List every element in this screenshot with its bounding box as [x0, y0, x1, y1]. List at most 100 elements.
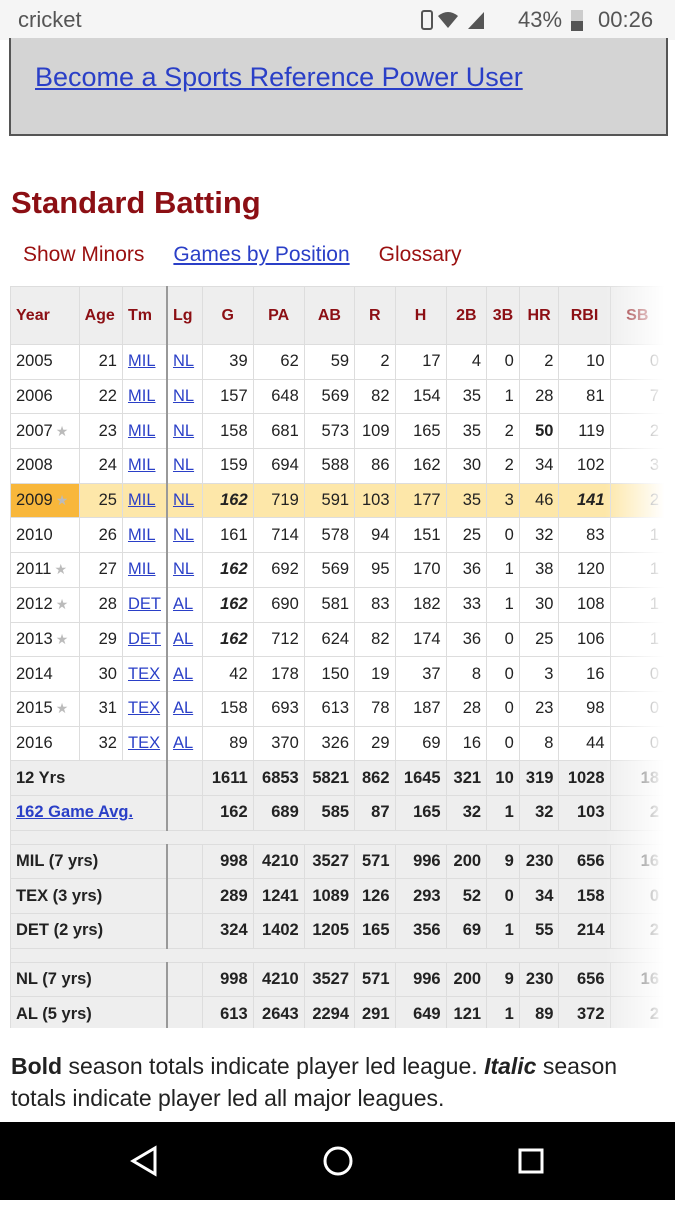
cell-link[interactable]: MIL: [127, 387, 156, 406]
column-header[interactable]: AB: [303, 286, 356, 345]
cell: 16: [445, 725, 488, 762]
cell: 26: [78, 517, 123, 554]
cell: 8: [518, 725, 560, 762]
column-header[interactable]: R: [354, 286, 396, 345]
star-icon: ★: [55, 422, 69, 439]
cell-link[interactable]: DET: [127, 595, 161, 614]
column-header[interactable]: 2B: [445, 286, 488, 345]
cell-text: 158: [220, 699, 248, 718]
section-link[interactable]: Show Minors: [23, 243, 145, 266]
cell-link[interactable]: AL: [172, 699, 194, 718]
cell-text: 0: [504, 699, 514, 718]
cell-text: 32: [98, 733, 117, 752]
cell: 28: [445, 690, 488, 727]
cell-link[interactable]: NL: [172, 387, 195, 406]
cell: 86: [354, 448, 396, 484]
cell-text: 162: [220, 595, 248, 614]
cell-text: 35: [462, 387, 482, 406]
cell-text: 10: [586, 352, 605, 371]
column-header[interactable]: Age: [78, 286, 123, 345]
cell-link[interactable]: NL: [172, 421, 195, 440]
cell-text: 94: [371, 525, 390, 544]
cell-text: 3: [504, 491, 514, 510]
column-header[interactable]: PA: [252, 286, 305, 345]
cell: 174: [394, 621, 447, 658]
cell: 177: [394, 482, 447, 519]
cell-link[interactable]: MIL: [127, 560, 156, 579]
carrier: cricket: [18, 7, 82, 32]
cell-text: 624: [321, 629, 350, 648]
cell: 89: [201, 725, 254, 762]
summary-label[interactable]: 162 Game Avg.: [16, 803, 134, 822]
cell: 121: [445, 996, 488, 1028]
power-user-link[interactable]: Become a Sports Reference Power User: [35, 62, 523, 92]
column-header[interactable]: H: [394, 286, 447, 345]
cell: 37: [394, 656, 447, 692]
batting-table: YearAgeTmLgGPAABRH2B3BHRRBISB200521MILNL…: [10, 286, 665, 1028]
cell-link[interactable]: TEX: [127, 733, 161, 752]
column-header[interactable]: Tm: [121, 286, 168, 345]
cell: 25: [78, 482, 123, 519]
column-header[interactable]: HR: [518, 286, 560, 345]
cell-text: 30: [462, 456, 482, 475]
cell: 4: [445, 344, 488, 380]
summary-label: 12 Yrs: [16, 768, 66, 787]
column-header[interactable]: 3B: [486, 286, 520, 345]
cell-link[interactable]: AL: [172, 733, 194, 752]
cell-text: 69: [422, 733, 441, 752]
cell: TEX: [121, 690, 168, 727]
cell-link[interactable]: DET: [127, 629, 161, 648]
cell-text: 28: [98, 595, 117, 614]
recents-button[interactable]: [518, 1148, 544, 1174]
cell: 31: [78, 690, 123, 727]
cell-text: 719: [271, 491, 299, 510]
section-link[interactable]: Glossary: [378, 243, 462, 266]
cell: 2016: [10, 725, 80, 762]
star-icon: ★: [55, 630, 69, 647]
cell: 3: [486, 482, 520, 519]
cell: 38: [518, 552, 560, 588]
cell: 8: [445, 656, 488, 692]
cell-link[interactable]: TEX: [127, 664, 161, 683]
cell-text: 102: [577, 456, 605, 475]
column-header[interactable]: Lg: [165, 286, 203, 345]
cell-link[interactable]: NL: [172, 560, 195, 579]
cell: 0: [486, 656, 520, 692]
cell: 996: [394, 961, 447, 998]
cell-link[interactable]: TEX: [127, 699, 161, 718]
cell: 83: [558, 517, 611, 554]
back-button[interactable]: [130, 1145, 157, 1177]
column-header[interactable]: Year: [10, 286, 80, 345]
cell-link[interactable]: MIL: [127, 525, 156, 544]
cell-link[interactable]: NL: [172, 491, 195, 510]
cell-link[interactable]: AL: [172, 629, 194, 648]
cell-text: 1: [504, 595, 514, 614]
cell: 3527: [303, 843, 356, 880]
cell-link[interactable]: NL: [172, 352, 195, 371]
cell: 326: [303, 725, 356, 762]
cell-link[interactable]: MIL: [127, 491, 156, 510]
home-button[interactable]: [323, 1146, 353, 1176]
cell: 0: [486, 621, 520, 658]
cell: 34: [518, 448, 560, 484]
column-header[interactable]: RBI: [558, 286, 611, 345]
season-row: 200824MILNL15969458886162302341023: [10, 448, 665, 484]
cell-link[interactable]: NL: [172, 525, 195, 544]
cell-link[interactable]: NL: [172, 456, 195, 475]
summary-label: NL (7 yrs): [16, 970, 92, 989]
cell-text: 1: [504, 560, 514, 579]
cell: 571: [354, 843, 396, 880]
cell: 2643: [252, 996, 305, 1028]
section-link[interactable]: Games by Position: [173, 243, 350, 266]
season-row: 201430TEXAL421781501937803160: [10, 656, 665, 692]
column-header[interactable]: G: [201, 286, 254, 345]
cell-link[interactable]: AL: [172, 664, 194, 683]
cell-link[interactable]: MIL: [127, 352, 156, 371]
cell: 656: [558, 843, 611, 880]
cell-link[interactable]: AL: [172, 595, 194, 614]
cell: [165, 878, 203, 914]
cell: 573: [303, 413, 356, 450]
cell-link[interactable]: MIL: [127, 421, 156, 440]
cell-link[interactable]: MIL: [127, 456, 156, 475]
